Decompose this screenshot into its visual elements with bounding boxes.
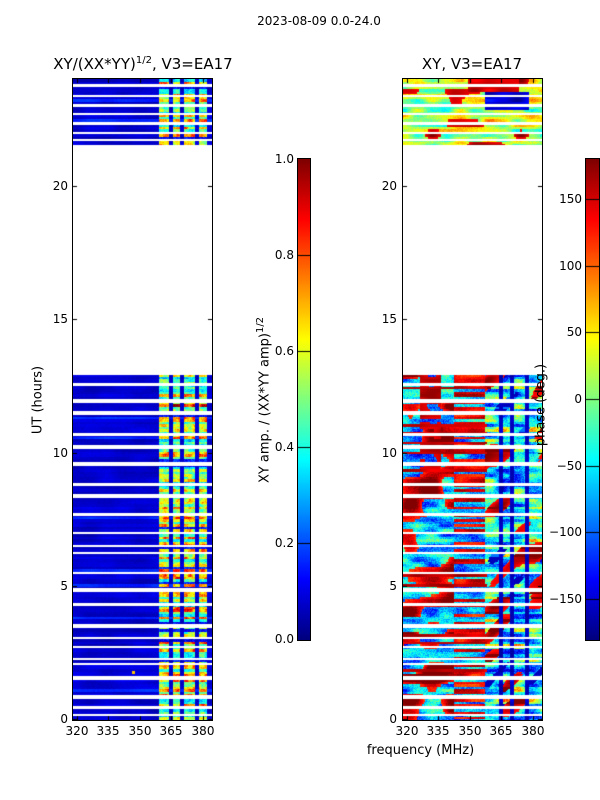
y-axis-label: UT (hours)	[30, 365, 46, 435]
x-tick-label: 320	[395, 724, 419, 738]
y-tick-label: 0	[389, 712, 397, 726]
left-heatmap-canvas	[73, 79, 212, 720]
y-tick-label: 5	[60, 579, 68, 593]
colorbar-tick-label: −150	[549, 592, 582, 606]
y-tick-label: 10	[52, 446, 68, 460]
y-tick-label: 20	[52, 179, 68, 193]
colorbar-tick-label: 0.6	[274, 344, 294, 358]
colorbar-tick-label: 1.0	[274, 152, 294, 166]
figure-title: 2023-08-09 0.0-24.0	[257, 14, 381, 28]
x-tick-label: 350	[128, 724, 152, 738]
y-tick-label: 15	[52, 312, 68, 326]
left-colorbar-canvas	[298, 159, 310, 640]
y-tick-label: 20	[381, 179, 397, 193]
left-colorbar-label-sup: 1/2	[255, 316, 267, 334]
x-tick-label: 380	[521, 724, 545, 738]
left-plot-title: XY/(XX*YY)1/2, V3=EA17	[43, 55, 243, 73]
colorbar-tick-label: 100	[559, 259, 582, 273]
right-plot-title: XY, V3=EA17	[372, 55, 572, 73]
colorbar-tick-label: 0.0	[274, 632, 294, 646]
right-heatmap-canvas	[403, 79, 542, 720]
right-heatmap-panel	[402, 78, 543, 721]
left-colorbar	[297, 158, 311, 641]
colorbar-tick-label: 0	[574, 392, 582, 406]
colorbar-tick-label: 0.8	[274, 248, 294, 262]
colorbar-tick-label: −100	[549, 525, 582, 539]
colorbar-tick-label: 0.2	[274, 536, 294, 550]
x-tick-label: 365	[489, 724, 513, 738]
colorbar-tick-label: 0.4	[274, 440, 294, 454]
right-plot-title-text: XY, V3=EA17	[421, 55, 523, 73]
right-colorbar-canvas	[586, 159, 599, 640]
x-axis-label: frequency (MHz)	[366, 743, 475, 758]
colorbar-tick-label: 50	[566, 325, 582, 339]
x-tick-label: 365	[159, 724, 183, 738]
x-tick-label: 380	[191, 724, 215, 738]
left-heatmap-panel	[72, 78, 213, 721]
left-colorbar-label: XY amp. / (XX*YY amp)1/2	[255, 316, 272, 483]
x-tick-label: 320	[65, 724, 89, 738]
x-tick-label: 350	[458, 724, 482, 738]
x-tick-label: 335	[426, 724, 450, 738]
left-plot-title-suffix: , V3=EA17	[151, 55, 233, 73]
right-colorbar	[585, 158, 600, 641]
x-tick-label: 335	[96, 724, 120, 738]
left-plot-title-text: XY/(XX*YY)	[53, 55, 136, 73]
left-plot-title-sup: 1/2	[135, 55, 152, 66]
y-tick-label: 5	[389, 579, 397, 593]
y-tick-label: 0	[60, 712, 68, 726]
y-tick-label: 15	[381, 312, 397, 326]
colorbar-tick-label: 150	[559, 192, 582, 206]
colorbar-tick-label: −50	[556, 459, 582, 473]
y-tick-label: 10	[381, 446, 397, 460]
